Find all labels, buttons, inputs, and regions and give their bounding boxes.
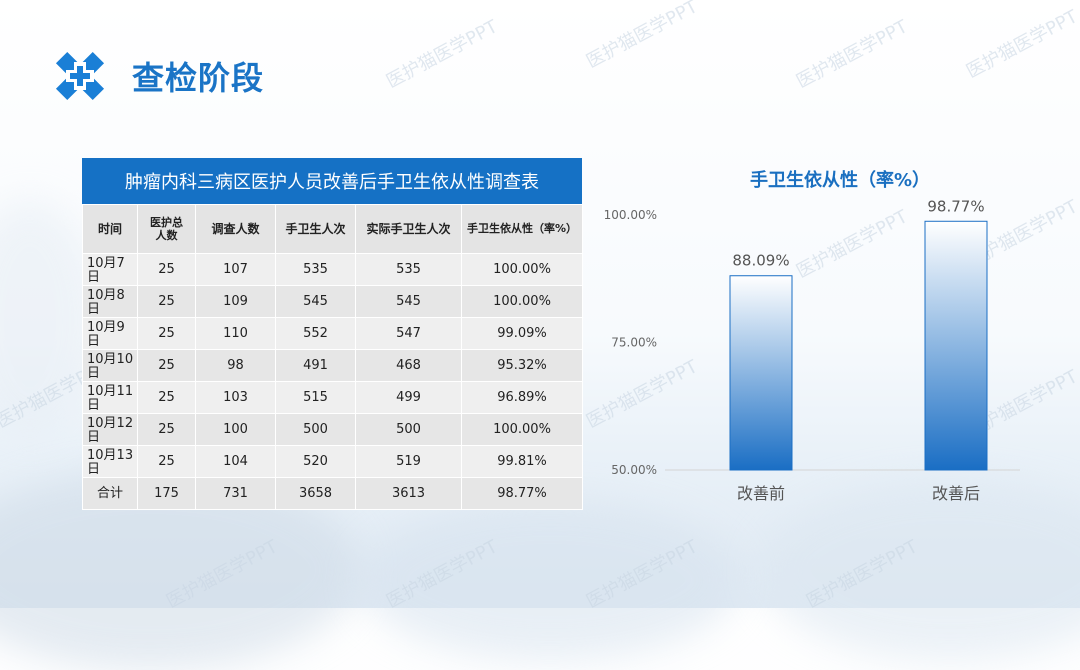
date-cell: 合计 bbox=[82, 477, 138, 510]
date-cell: 10月9日 bbox=[82, 317, 138, 350]
table-row: 合计 175 731 3658 3613 98.77% bbox=[82, 477, 583, 510]
table-cell: 25 bbox=[137, 253, 196, 286]
page-header: 查检阶段 bbox=[52, 46, 264, 106]
date-cell: 10月12日 bbox=[82, 413, 138, 446]
table-cell: 95.32% bbox=[461, 349, 583, 382]
table-cell: 3658 bbox=[275, 477, 356, 510]
table-cell: 103 bbox=[195, 381, 276, 414]
table-cell: 98 bbox=[195, 349, 276, 382]
bar bbox=[924, 220, 988, 471]
table-cell: 175 bbox=[137, 477, 196, 510]
table-cell: 100.00% bbox=[461, 253, 583, 286]
y-tick-label: 50.00% bbox=[611, 463, 657, 477]
x-tick-label: 改善后 bbox=[932, 484, 980, 503]
table-cell: 25 bbox=[137, 381, 196, 414]
table-cell: 25 bbox=[137, 349, 196, 382]
table-cell: 25 bbox=[137, 413, 196, 446]
table-cell: 731 bbox=[195, 477, 276, 510]
bar-chart: 50.00% 75.00% 100.00% 88.09% 改善前 98.77% 改善后 bbox=[604, 197, 1020, 503]
table-cell: 25 bbox=[137, 317, 196, 350]
table-cell: 100 bbox=[195, 413, 276, 446]
column-header-text: 医护总人数 bbox=[150, 216, 183, 242]
table-cell: 535 bbox=[355, 253, 462, 286]
date-cell: 10月10日 bbox=[82, 349, 138, 382]
table-row: 10月8日 25 109 545 545 100.00% bbox=[82, 285, 583, 318]
table-cell: 100.00% bbox=[461, 285, 583, 318]
table-cell: 99.81% bbox=[461, 445, 583, 478]
y-tick-label: 75.00% bbox=[611, 336, 657, 350]
date-cell: 10月13日 bbox=[82, 445, 138, 478]
column-header: 时间 bbox=[82, 204, 138, 254]
page-title: 查检阶段 bbox=[132, 59, 265, 97]
table-cell: 519 bbox=[355, 445, 462, 478]
watermark: 医护猫医学PPT bbox=[582, 0, 702, 73]
table-cell: 100.00% bbox=[461, 413, 583, 446]
table-cell: 107 bbox=[195, 253, 276, 286]
watermark: 医护猫医学PPT bbox=[962, 6, 1080, 83]
table-row: 10月12日 25 100 500 500 100.00% bbox=[82, 413, 583, 446]
column-header: 手卫生依从性（率%） bbox=[461, 204, 583, 254]
survey-table: 肿瘤内科三病区医护人员改善后手卫生依从性调查表 时间 医护总人数 调查人数 手卫… bbox=[82, 158, 583, 510]
data-label: 98.77% bbox=[927, 197, 984, 215]
table-cell: 515 bbox=[275, 381, 356, 414]
table-cell: 25 bbox=[137, 285, 196, 318]
column-header: 医护总人数 bbox=[137, 204, 196, 254]
table-cell: 500 bbox=[275, 413, 356, 446]
table-cell: 535 bbox=[275, 253, 356, 286]
table-cell: 96.89% bbox=[461, 381, 583, 414]
column-header: 调查人数 bbox=[195, 204, 276, 254]
medical-cross-icon bbox=[52, 48, 108, 104]
table-row: 10月7日 25 107 535 535 100.00% bbox=[82, 253, 583, 286]
table-row: 10月11日 25 103 515 499 96.89% bbox=[82, 381, 583, 414]
table-cell: 500 bbox=[355, 413, 462, 446]
x-tick-label: 改善前 bbox=[737, 484, 785, 503]
table-header-row: 时间 医护总人数 调查人数 手卫生人次 实际手卫生人次 手卫生依从性（率%） bbox=[82, 204, 583, 254]
table-cell: 499 bbox=[355, 381, 462, 414]
table-cell: 545 bbox=[355, 285, 462, 318]
table-cell: 491 bbox=[275, 349, 356, 382]
date-cell: 10月7日 bbox=[82, 253, 138, 286]
data-table: 时间 医护总人数 调查人数 手卫生人次 实际手卫生人次 手卫生依从性（率%） 1… bbox=[82, 204, 583, 510]
table-cell: 109 bbox=[195, 285, 276, 318]
watermark: 医护猫医学PPT bbox=[382, 16, 502, 93]
table-cell: 520 bbox=[275, 445, 356, 478]
table-cell: 545 bbox=[275, 285, 356, 318]
table-row: 10月13日 25 104 520 519 99.81% bbox=[82, 445, 583, 478]
table-cell: 547 bbox=[355, 317, 462, 350]
table-cell: 468 bbox=[355, 349, 462, 382]
watermark: 医护猫医学PPT bbox=[792, 16, 912, 93]
date-cell: 10月8日 bbox=[82, 285, 138, 318]
column-header: 实际手卫生人次 bbox=[355, 204, 462, 254]
column-header: 手卫生人次 bbox=[275, 204, 356, 254]
table-cell: 99.09% bbox=[461, 317, 583, 350]
table-cell: 110 bbox=[195, 317, 276, 350]
table-cell: 3613 bbox=[355, 477, 462, 510]
table-row: 10月9日 25 110 552 547 99.09% bbox=[82, 317, 583, 350]
data-label: 88.09% bbox=[732, 252, 789, 270]
table-cell: 104 bbox=[195, 445, 276, 478]
bar bbox=[729, 275, 793, 471]
table-cell: 552 bbox=[275, 317, 356, 350]
chart-title: 手卫生依从性（率%） bbox=[749, 170, 931, 191]
y-tick-label: 100.00% bbox=[604, 208, 657, 222]
table-cell: 25 bbox=[137, 445, 196, 478]
table-row: 10月10日 25 98 491 468 95.32% bbox=[82, 349, 583, 382]
table-cell: 98.77% bbox=[461, 477, 583, 510]
table-caption: 肿瘤内科三病区医护人员改善后手卫生依从性调查表 bbox=[82, 158, 582, 204]
date-cell: 10月11日 bbox=[82, 381, 138, 414]
